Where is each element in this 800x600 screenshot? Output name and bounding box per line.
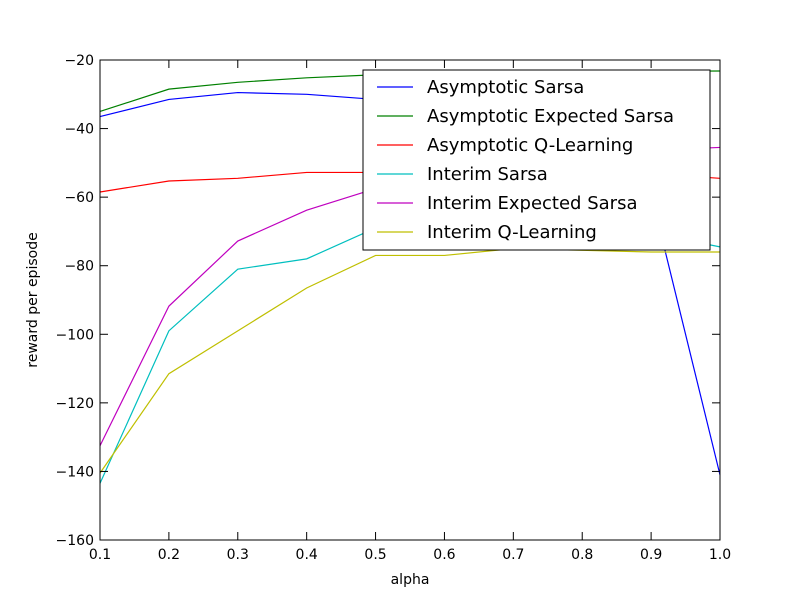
- x-tick-label: 0.3: [227, 547, 249, 563]
- plot-frame: [99, 59, 721, 541]
- legend-label: Asymptotic Q-Learning: [427, 135, 633, 156]
- y-tick-label: −40: [64, 122, 94, 138]
- x-tick-label: 0.4: [296, 547, 318, 563]
- y-tick-label: −100: [56, 327, 94, 343]
- legend-entries: Asymptotic Sarsa Asymptotic Expected Sars…: [377, 77, 674, 243]
- x-tick-label: 0.1: [89, 547, 111, 563]
- series-line-3: [99, 217, 721, 484]
- legend-label: Interim Sarsa: [427, 164, 548, 185]
- y-tick-label: −160: [56, 533, 94, 549]
- x-axis-label: alpha: [391, 572, 430, 588]
- legend-box: [362, 69, 711, 251]
- y-tick-label: −80: [64, 259, 94, 275]
- y-tick-label: −120: [56, 396, 94, 412]
- x-tick-label: 0.9: [640, 547, 662, 563]
- x-tick-label: 1.0: [709, 547, 731, 563]
- x-tick-labels: 0.1 0.2 0.3 0.4 0.5 0.6 0.7 0.8 0.9 1.0: [89, 547, 731, 563]
- legend-label: Interim Expected Sarsa: [427, 193, 637, 214]
- y-tick-label: −60: [64, 190, 94, 206]
- legend-label: Interim Q-Learning: [427, 222, 597, 243]
- y-tick-labels: −160 −140 −120 −100 −80 −60 −40 −20: [56, 53, 94, 549]
- x-tick-label: 0.6: [433, 547, 455, 563]
- x-tick-label: 0.2: [158, 547, 180, 563]
- legend-label: Asymptotic Sarsa: [427, 77, 584, 98]
- y-tick-label: −20: [64, 53, 94, 69]
- legend-label: Asymptotic Expected Sarsa: [427, 106, 674, 127]
- x-tick-label: 0.5: [364, 547, 386, 563]
- axis-ticks: [99, 59, 721, 541]
- x-tick-label: 0.8: [571, 547, 593, 563]
- legend: Asymptotic Sarsa Asymptotic Expected Sars…: [362, 69, 711, 251]
- x-tick-label: 0.7: [502, 547, 524, 563]
- y-tick-label: −140: [56, 464, 94, 480]
- y-axis-label: reward per episode: [25, 232, 41, 367]
- series-line-5: [99, 247, 720, 474]
